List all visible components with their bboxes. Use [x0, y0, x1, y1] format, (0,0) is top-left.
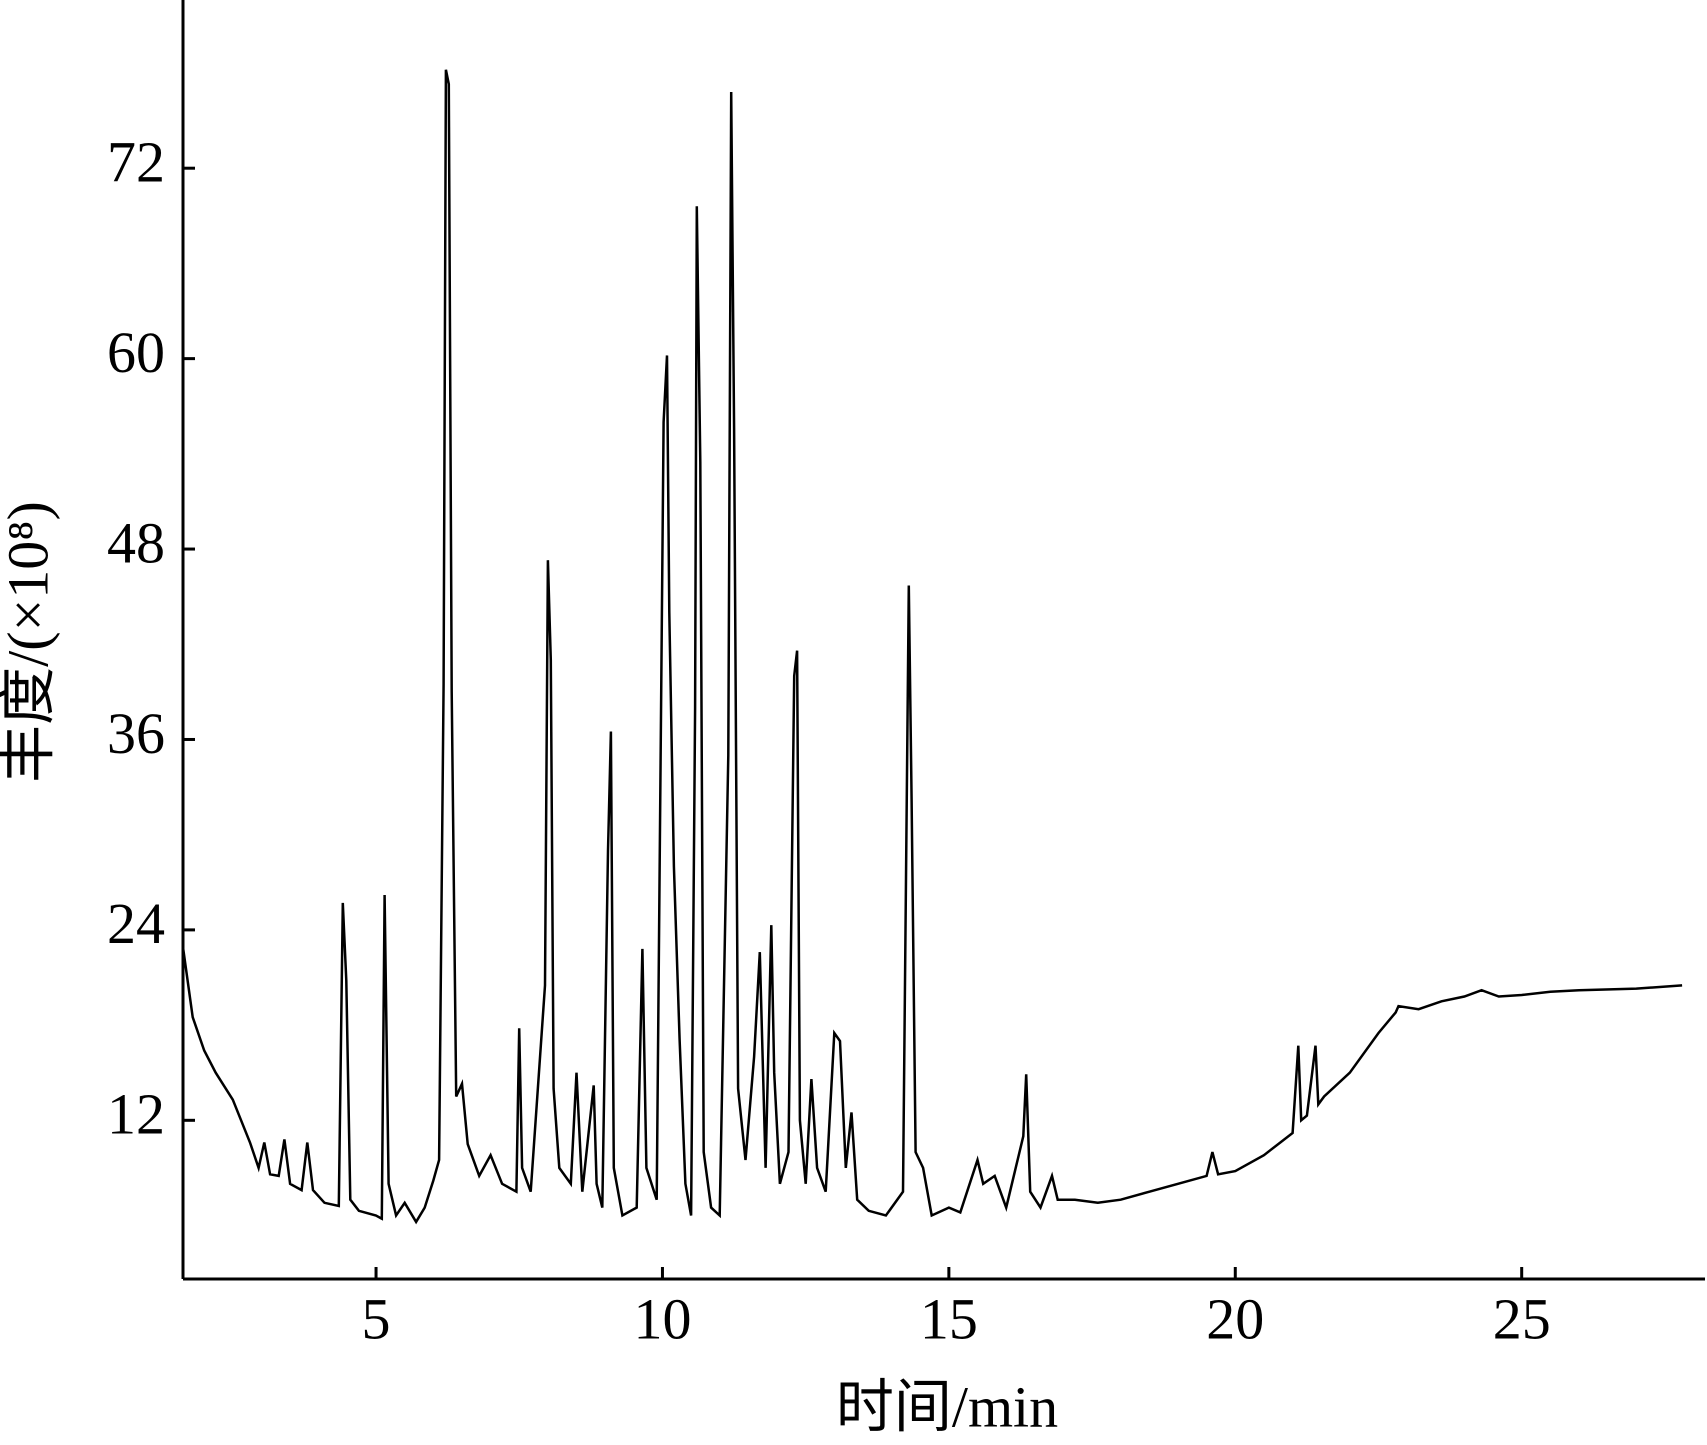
- x-tick-label: 25: [1493, 1286, 1551, 1351]
- y-tick-label: 24: [107, 891, 165, 956]
- x-tick-label: 15: [920, 1286, 978, 1351]
- y-tick-label: 48: [107, 510, 165, 575]
- data-line: [181, 69, 1683, 1225]
- x-axis-title: 时间/min: [836, 1374, 1058, 1439]
- y-tick-label: 72: [107, 130, 165, 195]
- x-tick-label: 20: [1206, 1286, 1264, 1351]
- y-tick-label: 12: [107, 1082, 165, 1147]
- x-tick-label: 5: [362, 1286, 391, 1351]
- y-tick-label: 60: [107, 320, 165, 385]
- x-tick-label: 10: [633, 1286, 691, 1351]
- y-axis-title: 丰度/(×10⁸): [0, 501, 60, 783]
- y-tick-label: 36: [107, 701, 165, 766]
